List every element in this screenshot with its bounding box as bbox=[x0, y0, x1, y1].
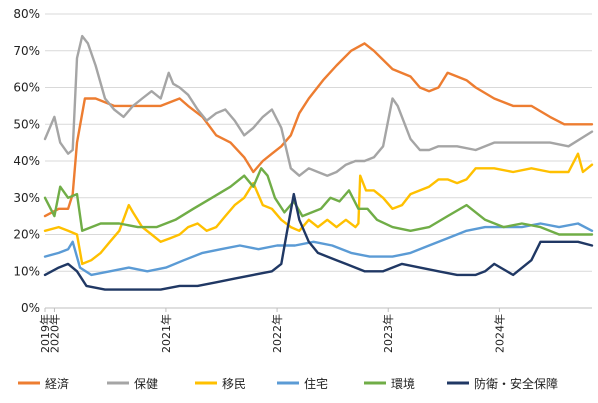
series-line-防衛・安全保障 bbox=[43, 192, 594, 291]
x-tick-label: 2023年 bbox=[381, 314, 395, 353]
x-tick-label: 2022年 bbox=[270, 314, 284, 353]
legend-label: 住宅 bbox=[304, 376, 328, 391]
x-tick-label: 2020年 bbox=[47, 314, 61, 353]
series-line-経済 bbox=[43, 42, 594, 218]
y-tick-label: 50% bbox=[13, 117, 40, 131]
series-line-保健 bbox=[43, 34, 594, 177]
y-tick-label: 70% bbox=[13, 44, 40, 58]
series-line-住宅 bbox=[43, 222, 594, 277]
x-tick-label: 2021年 bbox=[159, 314, 173, 353]
y-tick-label: 0% bbox=[21, 301, 40, 315]
y-axis-tick-labels: 0% 10% 20% 30% 40% 50% 60% 70% 80% bbox=[13, 7, 40, 315]
x-tick-label: 2019年 bbox=[38, 314, 52, 353]
legend-label: 経済 bbox=[45, 376, 69, 391]
y-tick-label: 30% bbox=[13, 191, 40, 205]
grid-lines bbox=[45, 13, 592, 309]
legend-label: 移民 bbox=[222, 377, 246, 391]
y-tick-label: 80% bbox=[13, 7, 40, 21]
x-tick-label: 2024年 bbox=[492, 314, 506, 353]
legend: 経済 保健 移民 住宅 環境 防衛・安全保障 bbox=[18, 376, 558, 391]
y-tick-label: 40% bbox=[13, 154, 40, 168]
legend-label: 環境 bbox=[391, 376, 415, 391]
legend-label: 保健 bbox=[134, 377, 158, 391]
series-lines bbox=[43, 34, 594, 291]
series-line-環境 bbox=[43, 167, 594, 236]
y-tick-label: 20% bbox=[13, 228, 40, 242]
y-tick-label: 60% bbox=[13, 81, 40, 95]
y-tick-label: 10% bbox=[13, 264, 40, 278]
legend-label: 防衛・安全保障 bbox=[474, 376, 558, 391]
series-line-移民 bbox=[43, 152, 594, 266]
